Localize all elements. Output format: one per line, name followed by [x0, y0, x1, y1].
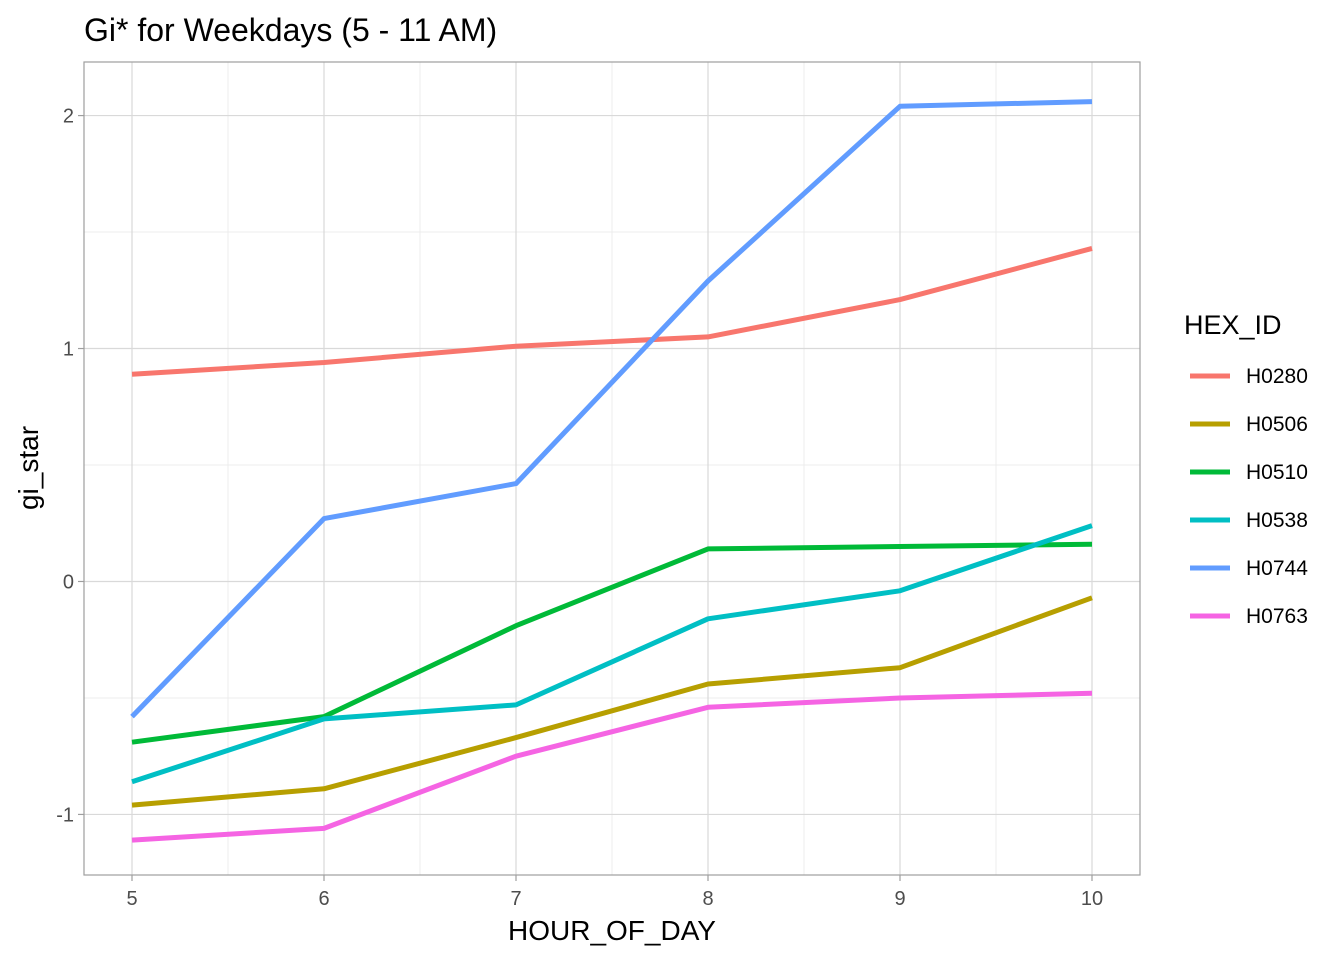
- x-tick-label: 6: [318, 888, 329, 910]
- legend-label: H0280: [1246, 365, 1308, 388]
- legend-label: H0538: [1246, 509, 1308, 532]
- x-tick-label: 7: [510, 888, 521, 910]
- legend-title: HEX_ID: [1184, 310, 1282, 340]
- series-line-h0280: [131, 245, 1093, 377]
- legend-item-h0506: H0506: [1190, 413, 1308, 436]
- legend-item-h0744: H0744: [1190, 557, 1308, 580]
- grid-layer: [84, 62, 1140, 875]
- axis-layer: 5 6 7 8 9 10 -1 0 1 2: [56, 106, 1103, 910]
- series-line-h0763: [131, 690, 1093, 843]
- y-tick-label: -1: [56, 804, 74, 826]
- series-line-h0744: [130, 99, 1093, 719]
- series-line-h0538: [131, 523, 1093, 785]
- legend-item-h0510: H0510: [1190, 461, 1308, 484]
- legend-label: H0763: [1246, 605, 1308, 628]
- legend-item-h0280: H0280: [1190, 365, 1308, 388]
- x-tick-label: 5: [126, 888, 137, 910]
- legend-item-h0538: H0538: [1190, 509, 1308, 532]
- legend-label: H0510: [1246, 461, 1308, 484]
- x-tick-label: 8: [702, 888, 713, 910]
- legend-label: H0506: [1246, 413, 1308, 436]
- x-axis-label: HOUR_OF_DAY: [508, 915, 716, 946]
- plot-border: [83, 61, 1141, 876]
- y-tick-label: 0: [63, 571, 74, 593]
- legend-label: H0744: [1246, 557, 1308, 580]
- chart-title: Gi* for Weekdays (5 - 11 AM): [84, 12, 497, 48]
- x-tick-label: 10: [1081, 888, 1103, 910]
- legend: HEX_ID H0280 H0506 H0510 H0538 H0744 H0763: [1184, 310, 1308, 628]
- series-line-h0506: [131, 595, 1093, 808]
- legend-item-h0763: H0763: [1190, 605, 1308, 628]
- y-tick-label: 1: [63, 339, 74, 361]
- x-tick-label: 9: [894, 888, 905, 910]
- legend-items: H0280 H0506 H0510 H0538 H0744 H0763: [1190, 365, 1308, 628]
- y-tick-label: 2: [63, 106, 74, 128]
- y-axis-label: gi_star: [13, 426, 44, 510]
- series-line-h0510: [131, 541, 1093, 745]
- series-layer: [130, 99, 1093, 843]
